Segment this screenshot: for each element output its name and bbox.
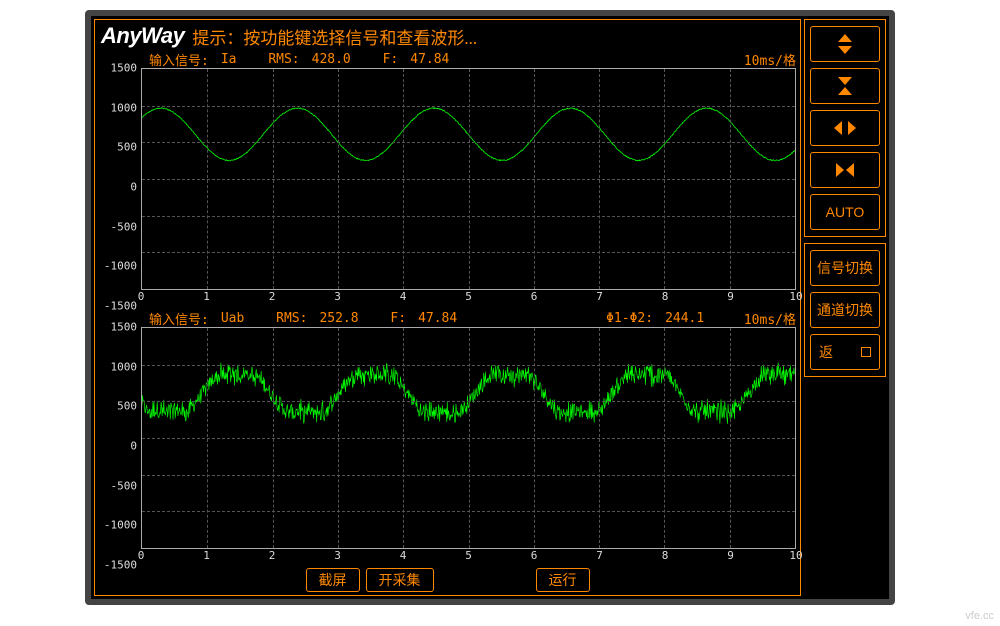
switch-controls: 信号切换 通道切换 返 <box>804 243 886 377</box>
chart1-signal-name: Ia <box>221 52 237 67</box>
watermark: vfe.cc <box>965 610 994 622</box>
chart2-f-label: F: <box>390 311 406 326</box>
vertical-expand-button[interactable] <box>810 26 880 62</box>
stop-icon <box>861 347 871 357</box>
chart1-meta: 输入信号: Ia RMS: 428.0 F: 47.84 10ms/格 <box>99 50 796 68</box>
signal-switch-button[interactable]: 信号切换 <box>810 250 880 286</box>
chart2-body: 150010005000-500-1000-1500 012345678910 <box>99 327 796 565</box>
chart-area: 输入信号: Ia RMS: 428.0 F: 47.84 10ms/格 1500… <box>95 50 800 565</box>
chart1: 输入信号: Ia RMS: 428.0 F: 47.84 10ms/格 1500… <box>99 50 796 306</box>
chart2-rms-value: 252.8 <box>319 311 358 326</box>
chart1-yaxis: 150010005000-500-1000-1500 <box>99 68 141 306</box>
chart2-signal-label: 输入信号: <box>149 309 209 328</box>
header: AnyWay 提示：按功能键选择信号和查看波形... <box>95 20 800 50</box>
chart2-xaxis: 012345678910 <box>141 549 796 565</box>
chart2-timebase: 10ms/格 <box>744 309 796 328</box>
app-frame: AnyWay 提示：按功能键选择信号和查看波形... 输入信号: Ia RMS:… <box>85 10 895 605</box>
run-button[interactable]: 运行 <box>536 568 590 592</box>
chart2-f-value: 47.84 <box>418 311 457 326</box>
bottom-bar: 截屏 开采集 运行 <box>95 565 800 595</box>
horizontal-compress-button[interactable] <box>810 152 880 188</box>
scale-controls: AUTO <box>804 19 886 237</box>
chart1-timebase: 10ms/格 <box>744 50 796 69</box>
chart2-meta: 输入信号: Uab RMS: 252.8 F: 47.84 Φ1-Φ2: 244… <box>99 309 796 327</box>
chart2-yaxis: 150010005000-500-1000-1500 <box>99 327 141 565</box>
chart2: 输入信号: Uab RMS: 252.8 F: 47.84 Φ1-Φ2: 244… <box>99 309 796 565</box>
start-collect-button[interactable]: 开采集 <box>366 568 434 592</box>
chart2-rms-label: RMS: <box>276 311 307 326</box>
vertical-compress-button[interactable] <box>810 68 880 104</box>
controls-panel: AUTO 信号切换 通道切换 返 <box>804 19 886 596</box>
main-panel: AnyWay 提示：按功能键选择信号和查看波形... 输入信号: Ia RMS:… <box>94 19 801 596</box>
horizontal-expand-button[interactable] <box>810 110 880 146</box>
logo: AnyWay <box>101 23 184 49</box>
hint-text: 提示：按功能键选择信号和查看波形... <box>192 24 477 49</box>
chart1-plot[interactable] <box>141 68 796 290</box>
chart2-phase-value: 244.1 <box>665 311 704 326</box>
auto-button[interactable]: AUTO <box>810 194 880 230</box>
chart2-phase-label: Φ1-Φ2: <box>606 311 653 326</box>
back-button[interactable]: 返 <box>810 334 880 370</box>
chart1-body: 150010005000-500-1000-1500 012345678910 <box>99 68 796 306</box>
channel-switch-button[interactable]: 通道切换 <box>810 292 880 328</box>
chart1-signal-label: 输入信号: <box>149 50 209 69</box>
chart1-xaxis: 012345678910 <box>141 290 796 306</box>
chart2-plot[interactable] <box>141 327 796 549</box>
chart1-f-value: 47.84 <box>410 52 449 67</box>
screenshot-button[interactable]: 截屏 <box>306 568 360 592</box>
chart1-rms-value: 428.0 <box>312 52 351 67</box>
chart2-signal-name: Uab <box>221 311 244 326</box>
back-label: 返 <box>819 342 833 362</box>
chart1-rms-label: RMS: <box>268 52 299 67</box>
chart1-f-label: F: <box>383 52 399 67</box>
